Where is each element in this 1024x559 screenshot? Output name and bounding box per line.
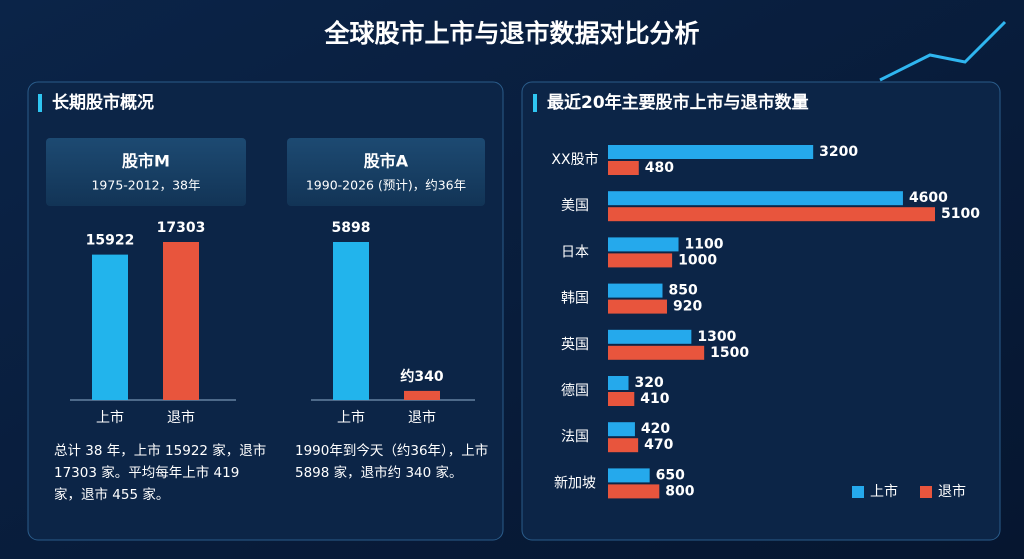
category-label: 日本 bbox=[561, 244, 589, 260]
card-subtitle: 1990-2026 (预计)，约36年 bbox=[306, 178, 466, 193]
category-label: 退市 bbox=[167, 409, 195, 426]
bar bbox=[608, 253, 673, 268]
value-label: 470 bbox=[644, 437, 673, 453]
category-label: 法国 bbox=[561, 429, 589, 445]
card-title: 股市A bbox=[364, 152, 409, 171]
value-label: 3200 bbox=[819, 144, 858, 160]
page-title: 全球股市上市与退市数据对比分析 bbox=[323, 19, 699, 48]
category-label: 上市 bbox=[337, 409, 365, 426]
value-label: 850 bbox=[669, 283, 698, 299]
category-label: 新加坡 bbox=[554, 475, 596, 491]
bar bbox=[608, 438, 639, 453]
value-label: 480 bbox=[645, 160, 674, 176]
bar bbox=[608, 283, 663, 298]
value-label: 15922 bbox=[86, 233, 135, 249]
value-label: 420 bbox=[641, 421, 670, 437]
category-label: 英国 bbox=[561, 336, 589, 353]
value-label: 320 bbox=[635, 375, 664, 391]
category-label: 美国 bbox=[561, 198, 589, 214]
legend-swatch bbox=[852, 486, 864, 498]
bar bbox=[608, 145, 814, 159]
bar bbox=[608, 422, 635, 437]
bar bbox=[608, 484, 660, 499]
category-label: XX股市 bbox=[551, 151, 598, 168]
card-header bbox=[287, 138, 485, 206]
bar bbox=[608, 207, 935, 222]
value-label: 4600 bbox=[909, 190, 948, 206]
category-label: 上市 bbox=[96, 409, 124, 426]
bar bbox=[608, 392, 635, 406]
legend-swatch bbox=[920, 486, 932, 498]
bar bbox=[608, 191, 903, 206]
value-label: 920 bbox=[673, 299, 702, 315]
card-title: 股市M bbox=[122, 152, 170, 171]
bar bbox=[404, 390, 440, 400]
value-label: 17303 bbox=[157, 220, 206, 236]
bar bbox=[608, 299, 667, 314]
value-label: 1000 bbox=[678, 252, 717, 268]
category-label: 退市 bbox=[408, 409, 436, 426]
value-label: 1500 bbox=[710, 345, 749, 361]
bar bbox=[92, 254, 128, 400]
note: 总计 38 年，上市 15922 家，退市 17303 家。平均每年上市 419… bbox=[54, 443, 267, 503]
bar bbox=[333, 242, 369, 400]
decor-arrow bbox=[879, 20, 1007, 82]
category-label: 韩国 bbox=[561, 291, 589, 307]
value-label: 650 bbox=[656, 467, 685, 483]
panel-heading: 最近20年主要股市上市与退市数量 bbox=[547, 92, 809, 113]
panel-heading: 长期股市概况 bbox=[52, 92, 154, 113]
value-label: 5100 bbox=[941, 206, 980, 222]
value-label: 5898 bbox=[332, 220, 371, 236]
legend-label: 上市 bbox=[870, 483, 898, 500]
value-label: 约340 bbox=[400, 368, 443, 385]
value-label: 410 bbox=[640, 391, 669, 407]
bar bbox=[608, 161, 639, 175]
heading-marker bbox=[533, 94, 537, 112]
bar bbox=[163, 242, 199, 400]
bar bbox=[608, 237, 679, 252]
card-subtitle: 1975-2012，38年 bbox=[91, 178, 200, 193]
category-label: 德国 bbox=[561, 383, 589, 399]
card-header bbox=[46, 138, 246, 206]
heading-marker bbox=[38, 94, 42, 112]
bar bbox=[608, 468, 650, 483]
bar bbox=[608, 376, 629, 390]
value-label: 1100 bbox=[685, 236, 724, 252]
value-label: 800 bbox=[665, 483, 694, 499]
value-label: 1300 bbox=[697, 329, 736, 345]
bar bbox=[608, 345, 705, 360]
note: 1990年到今天（约36年），上市 5898 家，退市约 340 家。 bbox=[295, 443, 489, 481]
bar bbox=[608, 329, 692, 344]
legend-label: 退市 bbox=[938, 483, 966, 500]
